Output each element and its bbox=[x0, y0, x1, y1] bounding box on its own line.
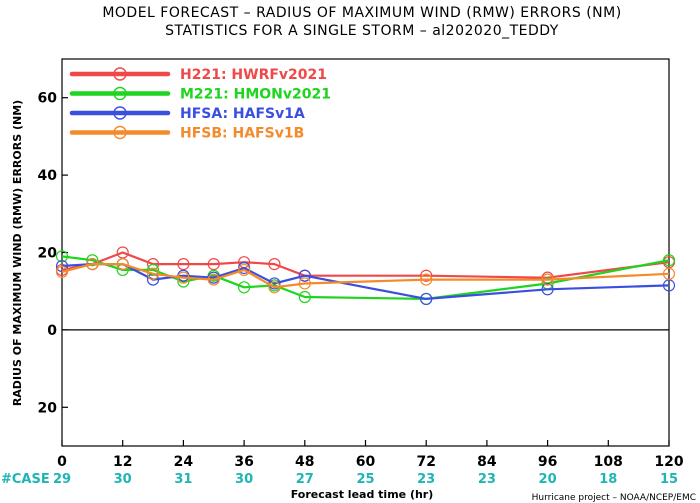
data-point-marker bbox=[298, 290, 311, 304]
x-tick-label: 108 bbox=[594, 454, 623, 470]
data-point-marker bbox=[541, 273, 554, 286]
case-label: #CASE bbox=[1, 472, 50, 487]
x-tick-label: 60 bbox=[356, 454, 376, 470]
y-tick-label: 0 bbox=[47, 323, 57, 339]
case-count: 30 bbox=[114, 472, 132, 487]
chart-title-line2: STATISTICS FOR A SINGLE STORM – al202020… bbox=[165, 23, 559, 39]
x-axis-label: Forecast lead time (hr) bbox=[291, 488, 434, 501]
data-point-marker bbox=[86, 258, 99, 271]
y-tick-label: 20 bbox=[38, 400, 58, 416]
legend: H221: HWRFv2021 M221: HMONv2021 HFSA: HAFS… bbox=[69, 67, 331, 142]
data-point-marker bbox=[207, 258, 220, 271]
data-point-marker bbox=[541, 283, 554, 296]
case-count: 23 bbox=[478, 472, 496, 487]
data-point-marker bbox=[116, 246, 129, 259]
credit-text: Hurricane project – NOAA/NCEP/EMC bbox=[532, 493, 696, 503]
y-tick-label: 40 bbox=[38, 168, 58, 184]
case-count: 18 bbox=[599, 472, 617, 487]
data-point-marker bbox=[177, 258, 190, 271]
data-point-marker bbox=[238, 281, 251, 294]
x-tick-label: 24 bbox=[174, 454, 194, 470]
legend-label: M221: HMONv2021 bbox=[180, 87, 331, 103]
legend-marker bbox=[113, 106, 127, 120]
data-point-marker bbox=[238, 263, 251, 277]
data-point-marker bbox=[298, 277, 311, 290]
y-tick-label: 20 bbox=[38, 246, 58, 262]
data-point-marker bbox=[420, 269, 433, 282]
legend-label: H221: HWRFv2021 bbox=[180, 67, 327, 83]
data-point-marker bbox=[177, 271, 190, 284]
case-count: 27 bbox=[296, 472, 314, 487]
data-point-marker bbox=[268, 281, 281, 294]
case-count: 30 bbox=[235, 472, 253, 487]
data-point-marker bbox=[268, 258, 281, 271]
legend-marker bbox=[113, 125, 127, 140]
case-count: 15 bbox=[660, 472, 678, 487]
legend-marker bbox=[113, 86, 127, 101]
data-point-marker bbox=[420, 292, 433, 306]
case-counts: 29 30 31 30 27 25 23 23 20 18 15 bbox=[53, 472, 678, 487]
x-tick-label: 72 bbox=[416, 454, 435, 470]
data-point-marker bbox=[420, 273, 433, 286]
x-tick-label: 36 bbox=[234, 454, 253, 470]
x-tick-label: 0 bbox=[57, 454, 67, 470]
data-point-marker bbox=[146, 263, 160, 277]
data-point-marker bbox=[298, 269, 311, 282]
x-tick-label: 48 bbox=[295, 454, 314, 470]
x-tick-label: 96 bbox=[538, 454, 557, 470]
data-point-marker bbox=[55, 265, 69, 278]
x-axis-ticks: 0 12 24 36 48 60 72 84 96 108 120 bbox=[57, 440, 684, 470]
y-axis-label: RADIUS OF MAXIMUM WIND (RMW) ERRORS (NM) bbox=[11, 100, 24, 406]
x-tick-label: 12 bbox=[113, 454, 132, 470]
plot-frame bbox=[61, 58, 670, 447]
data-point-marker bbox=[55, 250, 69, 263]
legend-marker bbox=[113, 67, 127, 81]
series-layer bbox=[55, 246, 676, 306]
y-axis-ticks: 20 0 20 40 60 bbox=[38, 91, 68, 416]
legend-label: HFSB: HAFSv1B bbox=[180, 126, 304, 142]
data-point-marker bbox=[146, 267, 160, 280]
case-count: 31 bbox=[174, 472, 192, 487]
y-tick-label: 60 bbox=[38, 91, 58, 107]
case-count: 20 bbox=[539, 472, 557, 487]
chart-title-line1: MODEL FORECAST – RADIUS OF MAXIMUM WIND … bbox=[102, 5, 621, 21]
x-tick-label: 120 bbox=[654, 454, 683, 470]
case-count: 29 bbox=[53, 472, 71, 487]
x-tick-label: 84 bbox=[477, 454, 497, 470]
data-point-marker bbox=[662, 267, 676, 280]
data-point-marker bbox=[116, 258, 129, 271]
data-point-marker bbox=[662, 254, 676, 267]
data-point-marker bbox=[207, 273, 220, 286]
data-point-marker bbox=[662, 279, 676, 292]
case-count: 25 bbox=[356, 472, 374, 487]
data-point-marker bbox=[86, 254, 99, 267]
case-count: 23 bbox=[417, 472, 435, 487]
legend-label: HFSA: HAFSv1A bbox=[180, 106, 305, 122]
